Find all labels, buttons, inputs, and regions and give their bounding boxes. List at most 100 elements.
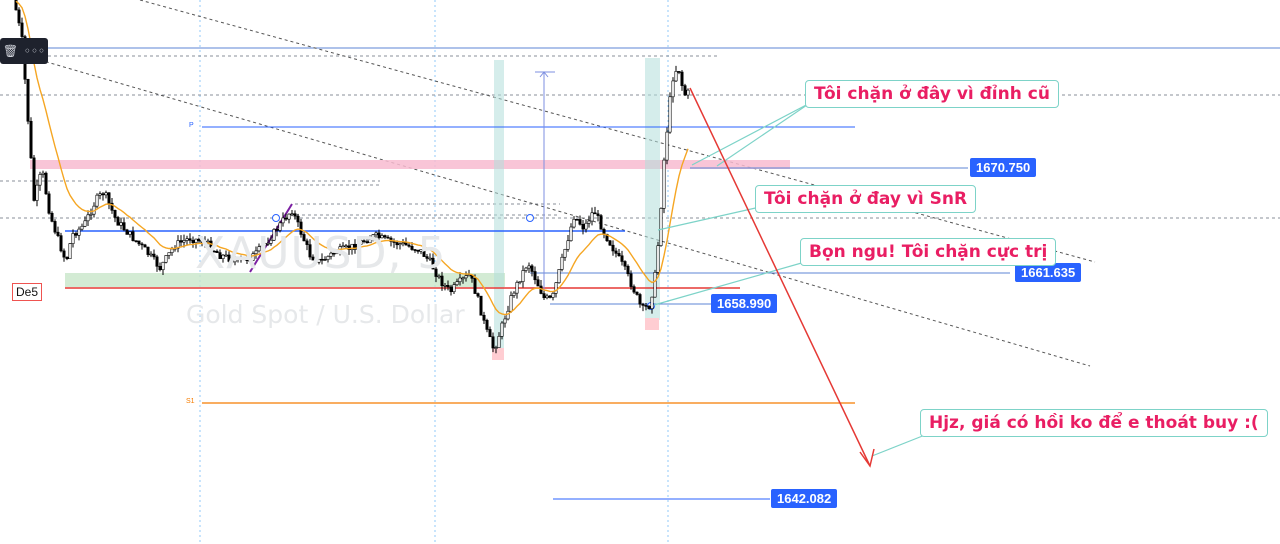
- candle-body: [197, 238, 201, 242]
- candle-body: [311, 256, 315, 261]
- candle-body: [224, 254, 228, 257]
- candle-body: [206, 240, 210, 243]
- callout-old-high[interactable]: Tôi chặn ở đây vì đỉnh cũ: [805, 80, 1059, 108]
- candle-body: [623, 261, 627, 267]
- candle-body: [551, 293, 555, 298]
- trash-icon[interactable]: 🗑: [2, 44, 19, 58]
- candle-body: [110, 202, 114, 211]
- candle-body: [434, 268, 438, 277]
- candle-body: [236, 257, 240, 260]
- projection-arrow[interactable]: [689, 87, 875, 468]
- candle-body: [257, 246, 261, 252]
- candle-body: [41, 172, 45, 175]
- candlesticks: [14, 0, 690, 354]
- candle-body: [467, 274, 471, 277]
- price-tag-1642[interactable]: 1642.082: [771, 489, 838, 508]
- candle-body: [557, 269, 561, 284]
- candle-body: [446, 285, 450, 288]
- price-tag-1661[interactable]: 1661.635: [1015, 263, 1082, 282]
- candle-body: [347, 245, 351, 250]
- candle-body: [230, 261, 234, 263]
- moving-average-line: [15, 0, 689, 316]
- candle-body: [455, 281, 459, 286]
- trend-lines[interactable]: [39, 0, 1096, 367]
- candle-body: [680, 71, 684, 86]
- candle-body: [362, 240, 366, 242]
- candle-body: [527, 265, 531, 269]
- candle-body: [137, 240, 141, 245]
- candle-body: [161, 261, 165, 271]
- candle-body: [185, 238, 189, 241]
- candle-body: [296, 215, 300, 223]
- candle-body: [62, 250, 66, 258]
- candle-body: [278, 222, 282, 231]
- candle-body: [14, 0, 18, 11]
- candle-body: [65, 256, 69, 260]
- candle-body: [74, 233, 78, 236]
- candle-body: [26, 78, 30, 122]
- candle-body: [341, 245, 345, 248]
- candle-body: [635, 291, 639, 295]
- candle-body: [599, 215, 603, 230]
- day-label: De5: [12, 283, 43, 301]
- candle-body: [542, 293, 546, 299]
- dotted-levels: [0, 55, 1280, 219]
- candle-body: [545, 295, 549, 299]
- candle-body: [212, 250, 216, 253]
- candle-body: [191, 239, 195, 244]
- candle-body: [590, 212, 594, 222]
- candle-body: [290, 213, 294, 215]
- price-range-tool[interactable]: [535, 71, 555, 300]
- candle-body: [365, 241, 369, 244]
- candle-body: [449, 286, 453, 293]
- price-tag-1670[interactable]: 1670.750: [970, 158, 1037, 177]
- candle-body: [59, 235, 63, 252]
- candle-body: [581, 223, 585, 230]
- candle-body: [548, 295, 552, 298]
- candle-body: [554, 282, 558, 294]
- callout-exit-buy[interactable]: Hjz, giá có hồi ko để e thoát buy :(: [920, 409, 1268, 437]
- candle-body: [170, 248, 174, 253]
- price-tag-1658[interactable]: 1658.990: [711, 294, 778, 313]
- candle-body: [674, 71, 678, 82]
- candle-body: [593, 212, 597, 215]
- candle-body: [377, 232, 381, 239]
- candle-body: [401, 242, 405, 245]
- candle-body: [374, 232, 378, 236]
- candle-body: [53, 221, 57, 233]
- candle-body: [272, 229, 276, 241]
- more-options-icon[interactable]: ◦◦◦: [23, 44, 46, 58]
- candle-body: [431, 257, 435, 270]
- resistance-zone[interactable]: [30, 160, 790, 169]
- candle-body: [383, 235, 387, 238]
- candle-body: [653, 272, 657, 298]
- candle-body: [158, 266, 162, 271]
- candle-body: [116, 217, 120, 226]
- candle-body: [29, 120, 33, 159]
- candle-body: [611, 244, 615, 252]
- candle-body: [71, 233, 75, 244]
- candle-body: [332, 252, 336, 255]
- candle-body: [368, 239, 372, 244]
- candle-body: [398, 243, 402, 246]
- callout-snr[interactable]: Tôi chặn ở đay vì SnR: [755, 185, 977, 213]
- candle-body: [512, 292, 516, 296]
- candle-body: [485, 320, 489, 330]
- candle-body: [683, 85, 687, 96]
- candle-body: [17, 9, 21, 24]
- candle-body: [569, 226, 573, 242]
- candle-body: [665, 131, 669, 161]
- demand-zone[interactable]: [65, 273, 505, 287]
- candle-body: [149, 253, 153, 256]
- candle-body: [242, 258, 246, 261]
- candle-body: [50, 212, 54, 222]
- candle-body: [641, 303, 645, 306]
- callout-extreme[interactable]: Bọn ngu! Tôi chặn cực trị: [800, 238, 1057, 266]
- candle-body: [323, 259, 327, 261]
- candle-body: [407, 244, 411, 247]
- candle-body: [620, 255, 624, 262]
- candle-body: [176, 240, 180, 249]
- candle-body: [518, 281, 522, 283]
- candle-body: [233, 259, 237, 263]
